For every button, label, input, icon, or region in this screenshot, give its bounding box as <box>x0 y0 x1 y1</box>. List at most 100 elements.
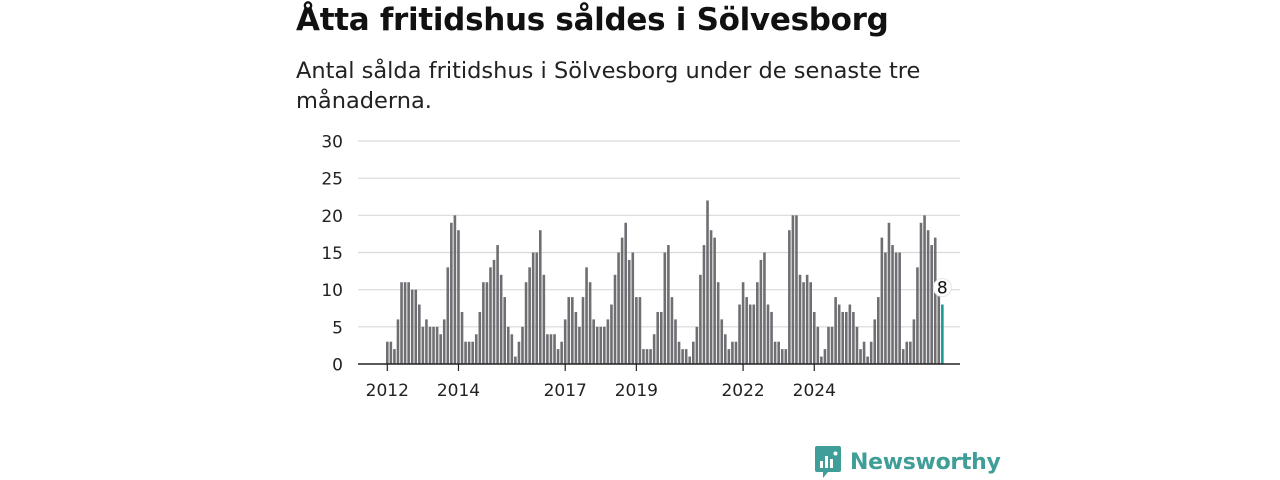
bar <box>773 341 777 364</box>
x-tick-label: 2024 <box>793 381 836 401</box>
bar <box>496 245 499 364</box>
y-tick-label: 15 <box>321 244 343 264</box>
brand-name: Newsworthy <box>850 449 1001 475</box>
bar <box>627 259 631 364</box>
bar <box>901 349 905 364</box>
bar <box>688 356 692 364</box>
bar <box>894 252 898 364</box>
bar <box>713 237 716 364</box>
bar <box>592 319 595 364</box>
bar <box>667 245 670 364</box>
bar <box>546 334 549 364</box>
bar <box>877 297 880 364</box>
bar <box>599 326 603 364</box>
bar <box>435 326 439 364</box>
x-tick-label: 2017 <box>544 381 587 401</box>
x-tick-label: 2012 <box>366 381 409 401</box>
bar <box>535 252 539 364</box>
bar <box>820 356 823 364</box>
bar <box>816 326 820 364</box>
bar <box>514 356 517 364</box>
bar <box>467 341 471 364</box>
bar <box>670 297 674 364</box>
bar <box>542 274 546 364</box>
bar <box>396 319 400 364</box>
bar <box>624 222 627 364</box>
bar <box>706 200 709 364</box>
bar <box>709 230 713 364</box>
bar <box>745 297 748 364</box>
brand-logo[interactable]: Newsworthy <box>814 444 1001 480</box>
bar <box>699 274 702 364</box>
bar <box>763 252 766 364</box>
bar <box>538 230 542 364</box>
x-tick-label: 2019 <box>615 381 658 401</box>
bar <box>795 215 798 364</box>
bar <box>588 282 592 364</box>
bar <box>414 289 418 364</box>
bar <box>517 341 521 364</box>
bar <box>784 349 788 364</box>
bar <box>823 349 827 364</box>
bar <box>638 297 642 364</box>
bar <box>620 237 624 364</box>
bar <box>798 274 802 364</box>
bar <box>809 282 812 364</box>
bar <box>489 267 492 364</box>
bar <box>677 341 681 364</box>
bar <box>410 289 414 364</box>
bar <box>635 297 638 364</box>
bar <box>649 349 652 364</box>
bar <box>930 245 933 364</box>
bar <box>389 341 393 364</box>
chart-title: Åtta fritidshus såldes i Sölvesborg <box>296 2 889 38</box>
bar <box>549 334 553 364</box>
y-tick-label: 10 <box>321 281 343 301</box>
bar <box>887 222 891 364</box>
bar <box>695 326 699 364</box>
x-tick-label: 2014 <box>437 381 480 401</box>
bar <box>780 349 784 364</box>
bar <box>919 222 923 364</box>
y-tick-label: 0 <box>332 356 343 376</box>
bar <box>777 341 780 364</box>
bar <box>805 274 809 364</box>
bar <box>716 282 720 364</box>
chart-subtitle: Antal sålda fritidshus i Sölvesborg unde… <box>296 58 921 114</box>
bar <box>403 282 407 364</box>
bar <box>556 349 560 364</box>
bar <box>432 326 435 364</box>
bar <box>642 349 645 364</box>
y-tick-label: 30 <box>321 133 343 153</box>
bar <box>684 349 688 364</box>
bar <box>386 341 389 364</box>
bar <box>460 311 464 364</box>
bar <box>916 267 919 364</box>
bar <box>606 319 610 364</box>
bar <box>563 319 567 364</box>
bar <box>837 304 841 364</box>
bar <box>464 341 467 364</box>
bar <box>923 215 926 364</box>
bar <box>727 349 731 364</box>
bar <box>844 311 848 364</box>
bar <box>702 245 706 364</box>
bar <box>652 334 656 364</box>
bar <box>610 304 613 364</box>
bar <box>603 326 606 364</box>
bar <box>453 215 457 364</box>
bar <box>510 334 514 364</box>
bar <box>933 237 937 364</box>
bar <box>613 274 617 364</box>
bar <box>855 326 859 364</box>
bar <box>617 252 620 364</box>
bar <box>791 215 795 364</box>
bar <box>528 267 531 364</box>
bar <box>884 252 887 364</box>
bar <box>421 326 425 364</box>
bar <box>880 237 884 364</box>
bar <box>862 341 866 364</box>
bar <box>766 304 770 364</box>
bar <box>492 259 496 364</box>
